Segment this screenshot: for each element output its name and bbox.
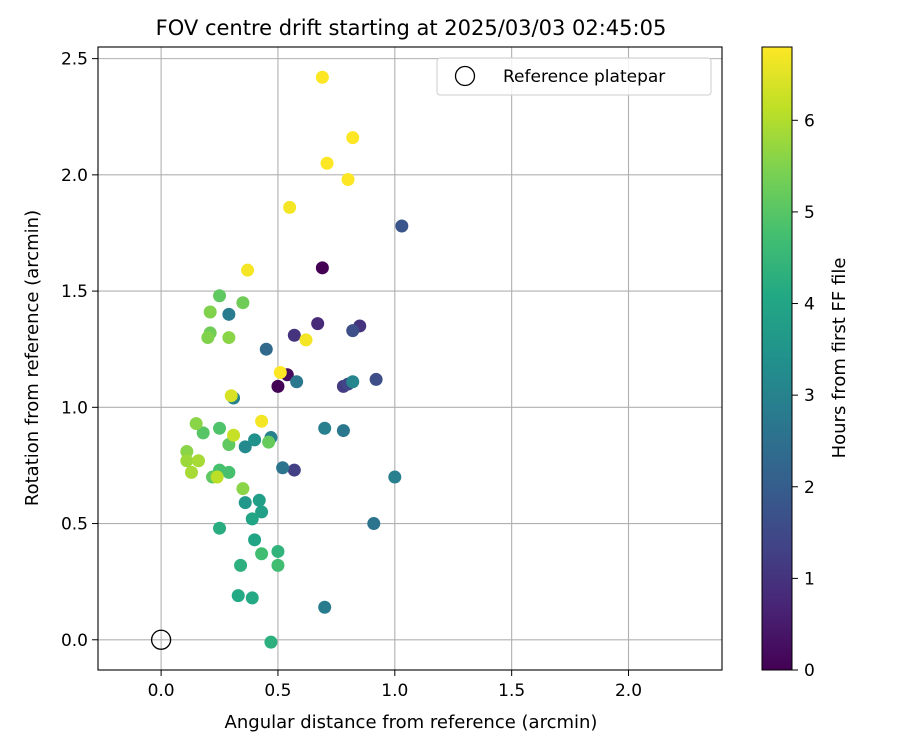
data-point — [315, 261, 329, 275]
data-point — [203, 305, 217, 319]
colorbar-ticks: 0 1 2 3 4 5 6 — [792, 111, 815, 681]
data-point — [336, 424, 350, 438]
reference-platepar-marker — [150, 629, 172, 650]
data-point — [290, 375, 304, 389]
data-point — [236, 482, 250, 496]
data-point — [271, 379, 285, 393]
data-point — [252, 493, 266, 507]
data-point — [255, 547, 269, 561]
x-tick-label: 1.5 — [498, 681, 525, 701]
plot-background — [98, 47, 722, 670]
data-point — [346, 131, 360, 145]
data-point — [191, 454, 205, 468]
legend-frame — [436, 57, 712, 96]
plot-area: 0.0 0.5 1.0 1.5 2.0 0.0 0.5 1.0 1.5 2.0 2.5 — [61, 46, 723, 701]
colorbar-tick-label: 1 — [804, 569, 815, 589]
data-point — [367, 517, 381, 531]
grid-lines — [98, 47, 722, 670]
data-point — [248, 533, 262, 547]
data-point — [222, 331, 236, 345]
y-tick-label: 2.5 — [61, 50, 88, 70]
chart-title: FOV centre drift starting at 2025/03/03 … — [156, 16, 667, 40]
data-point — [245, 591, 259, 605]
data-point — [388, 470, 402, 484]
data-point — [255, 505, 269, 519]
data-point — [283, 200, 297, 214]
data-point — [287, 328, 301, 342]
data-point — [222, 307, 236, 321]
data-point — [264, 635, 278, 649]
data-point — [395, 219, 409, 233]
reference-marker-group — [150, 629, 172, 650]
data-point — [234, 558, 248, 572]
data-point — [189, 417, 203, 431]
data-point — [196, 426, 210, 440]
y-tick-label: 0.0 — [61, 631, 88, 651]
colorbar-tick-label: 2 — [804, 478, 815, 498]
x-tick-label: 1.0 — [381, 681, 408, 701]
data-point — [180, 454, 194, 468]
x-axis-label: Angular distance from reference (arcmin) — [225, 712, 598, 733]
data-point — [346, 375, 360, 389]
y-tick-label: 0.5 — [61, 515, 88, 535]
y-tick-label: 1.0 — [61, 398, 88, 418]
colorbar-gradient — [762, 47, 792, 670]
colorbar-tick-label: 3 — [804, 386, 815, 406]
x-tick-label: 0.0 — [148, 681, 175, 701]
data-point — [311, 317, 325, 331]
data-point — [201, 331, 215, 345]
data-point — [287, 463, 301, 477]
data-point — [262, 435, 276, 449]
legend: Reference platepar — [436, 57, 712, 96]
x-tick-label: 0.5 — [264, 681, 291, 701]
data-point — [255, 414, 269, 428]
legend-reference-marker — [454, 65, 476, 87]
data-point — [213, 521, 227, 535]
data-point — [271, 544, 285, 558]
data-point — [320, 156, 334, 170]
data-point — [227, 428, 241, 442]
data-point — [231, 589, 245, 603]
y-axis-ticks: 0.0 0.5 1.0 1.5 2.0 2.5 — [61, 50, 98, 651]
y-axis-label: Rotation from reference (arcmin) — [22, 210, 43, 506]
data-point — [318, 600, 332, 614]
data-point — [273, 365, 287, 379]
plot-frame — [97, 46, 723, 671]
data-point — [213, 421, 227, 435]
colorbar: 0 1 2 3 4 5 6 Hours from first FF file — [761, 46, 850, 681]
data-point — [180, 444, 194, 458]
colorbar-label: Hours from first FF file — [829, 258, 850, 459]
data-point — [346, 324, 360, 338]
data-point — [299, 333, 313, 347]
data-points — [180, 70, 409, 649]
data-point — [224, 389, 238, 403]
colorbar-tick-label: 4 — [804, 295, 815, 315]
data-point — [213, 289, 227, 303]
legend-entry-reference-platepar: Reference platepar — [503, 67, 665, 87]
data-point — [259, 342, 273, 356]
data-point — [369, 372, 383, 386]
data-point — [238, 496, 252, 510]
data-point — [318, 421, 332, 435]
data-point — [236, 296, 250, 310]
data-point — [341, 173, 355, 187]
x-tick-label: 2.0 — [615, 681, 642, 701]
data-point — [245, 512, 259, 526]
colorbar-tick-label: 0 — [804, 661, 815, 681]
y-tick-label: 1.5 — [61, 282, 88, 302]
data-point — [210, 470, 224, 484]
colorbar-tick-label: 5 — [804, 203, 815, 223]
x-axis-ticks: 0.0 0.5 1.0 1.5 2.0 — [148, 670, 642, 701]
data-point — [238, 440, 252, 454]
colorbar-frame — [761, 46, 793, 671]
data-point — [248, 433, 262, 447]
data-point — [184, 465, 198, 479]
data-point — [241, 263, 255, 277]
data-point — [315, 70, 329, 84]
colorbar-tick-label: 6 — [804, 111, 815, 131]
data-point — [271, 558, 285, 572]
data-point — [276, 461, 290, 475]
y-tick-label: 2.0 — [61, 166, 88, 186]
